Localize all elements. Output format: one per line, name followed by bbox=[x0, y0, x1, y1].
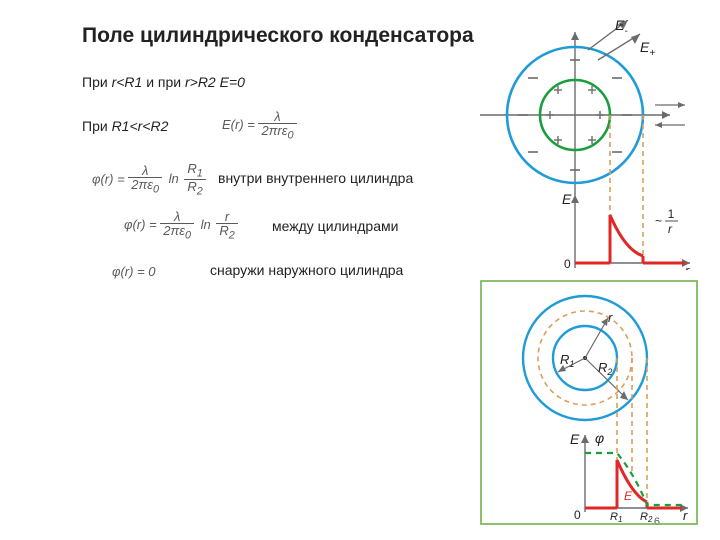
desc-2: между цилиндрами bbox=[272, 218, 398, 234]
lhs: E(r) = bbox=[222, 117, 258, 132]
formula-phi-2: φ(r) = λ 2πε0 ln r R2 bbox=[124, 210, 238, 241]
svg-text:E: E bbox=[570, 431, 580, 447]
num: λ bbox=[258, 110, 296, 124]
formula-E: E(r) = λ 2πrε0 bbox=[222, 110, 297, 141]
lhs: φ(r) = bbox=[124, 217, 160, 232]
figure-capacitor-top: E- E+ E 0 r ~ 1 r bbox=[480, 20, 700, 270]
figure-capacitor-bottom: R1 R2 r E φ 0 r R1 R2 E bbox=[480, 280, 698, 525]
formula-phi-1: φ(r) = λ 2πε0 ln R1 R2 bbox=[92, 162, 206, 198]
svg-text:R2: R2 bbox=[598, 360, 612, 377]
R2s: 2 bbox=[229, 230, 235, 242]
lhs: φ(r) = bbox=[92, 171, 128, 186]
E-axis: E bbox=[562, 191, 572, 207]
R1: R bbox=[187, 161, 196, 176]
num: λ bbox=[160, 210, 194, 224]
page-title: Поле цилиндрического конденсатора bbox=[82, 24, 474, 48]
Ep-label: E+ bbox=[640, 39, 655, 59]
svg-text:0: 0 bbox=[574, 508, 581, 522]
ln: ln bbox=[201, 217, 211, 232]
den: 2πε bbox=[163, 223, 185, 238]
txt: При bbox=[82, 118, 112, 134]
condition-2: При R1<r<R2 bbox=[82, 118, 168, 134]
desc-1: внутри внутреннего цилиндра bbox=[218, 170, 413, 186]
R2: R bbox=[187, 179, 196, 194]
sub: 0 bbox=[185, 230, 191, 242]
math: R1<r<R2 bbox=[112, 118, 169, 134]
ln: ln bbox=[169, 171, 179, 186]
zero: 0 bbox=[564, 257, 571, 270]
txt: При bbox=[82, 74, 112, 90]
r-axis: r bbox=[685, 263, 690, 270]
svg-text:E: E bbox=[624, 489, 633, 503]
svg-text:φ: φ bbox=[595, 430, 604, 446]
sub: 0 bbox=[153, 184, 159, 196]
svg-text:R2: R2 bbox=[640, 511, 653, 524]
num: λ bbox=[128, 164, 162, 178]
formula-phi-3: φ(r) = 0 bbox=[112, 264, 156, 279]
math: r>R2 bbox=[185, 74, 216, 90]
txt: и при bbox=[146, 74, 185, 90]
R1s: 1 bbox=[197, 168, 203, 180]
r: r bbox=[216, 210, 237, 224]
math: r<R1 bbox=[112, 74, 143, 90]
math: E=0 bbox=[220, 74, 245, 90]
sub: 0 bbox=[287, 130, 293, 142]
den: 2πrε bbox=[261, 123, 287, 138]
svg-text:r: r bbox=[683, 508, 688, 523]
svg-text:r: r bbox=[608, 310, 613, 325]
desc-3: снаружи наружного цилиндра bbox=[210, 262, 403, 278]
condition-1: При r<R1 и при r>R2 E=0 bbox=[82, 74, 245, 90]
svg-text:r: r bbox=[668, 222, 673, 236]
svg-text:1: 1 bbox=[668, 207, 675, 221]
svg-text:~: ~ bbox=[655, 214, 662, 228]
R2: R bbox=[219, 223, 228, 238]
phi0: φ(r) = 0 bbox=[112, 264, 156, 279]
den: 2πε bbox=[131, 177, 153, 192]
svg-text:R1: R1 bbox=[560, 352, 574, 369]
R2s: 2 bbox=[197, 186, 203, 198]
svg-text:R1: R1 bbox=[610, 511, 622, 524]
